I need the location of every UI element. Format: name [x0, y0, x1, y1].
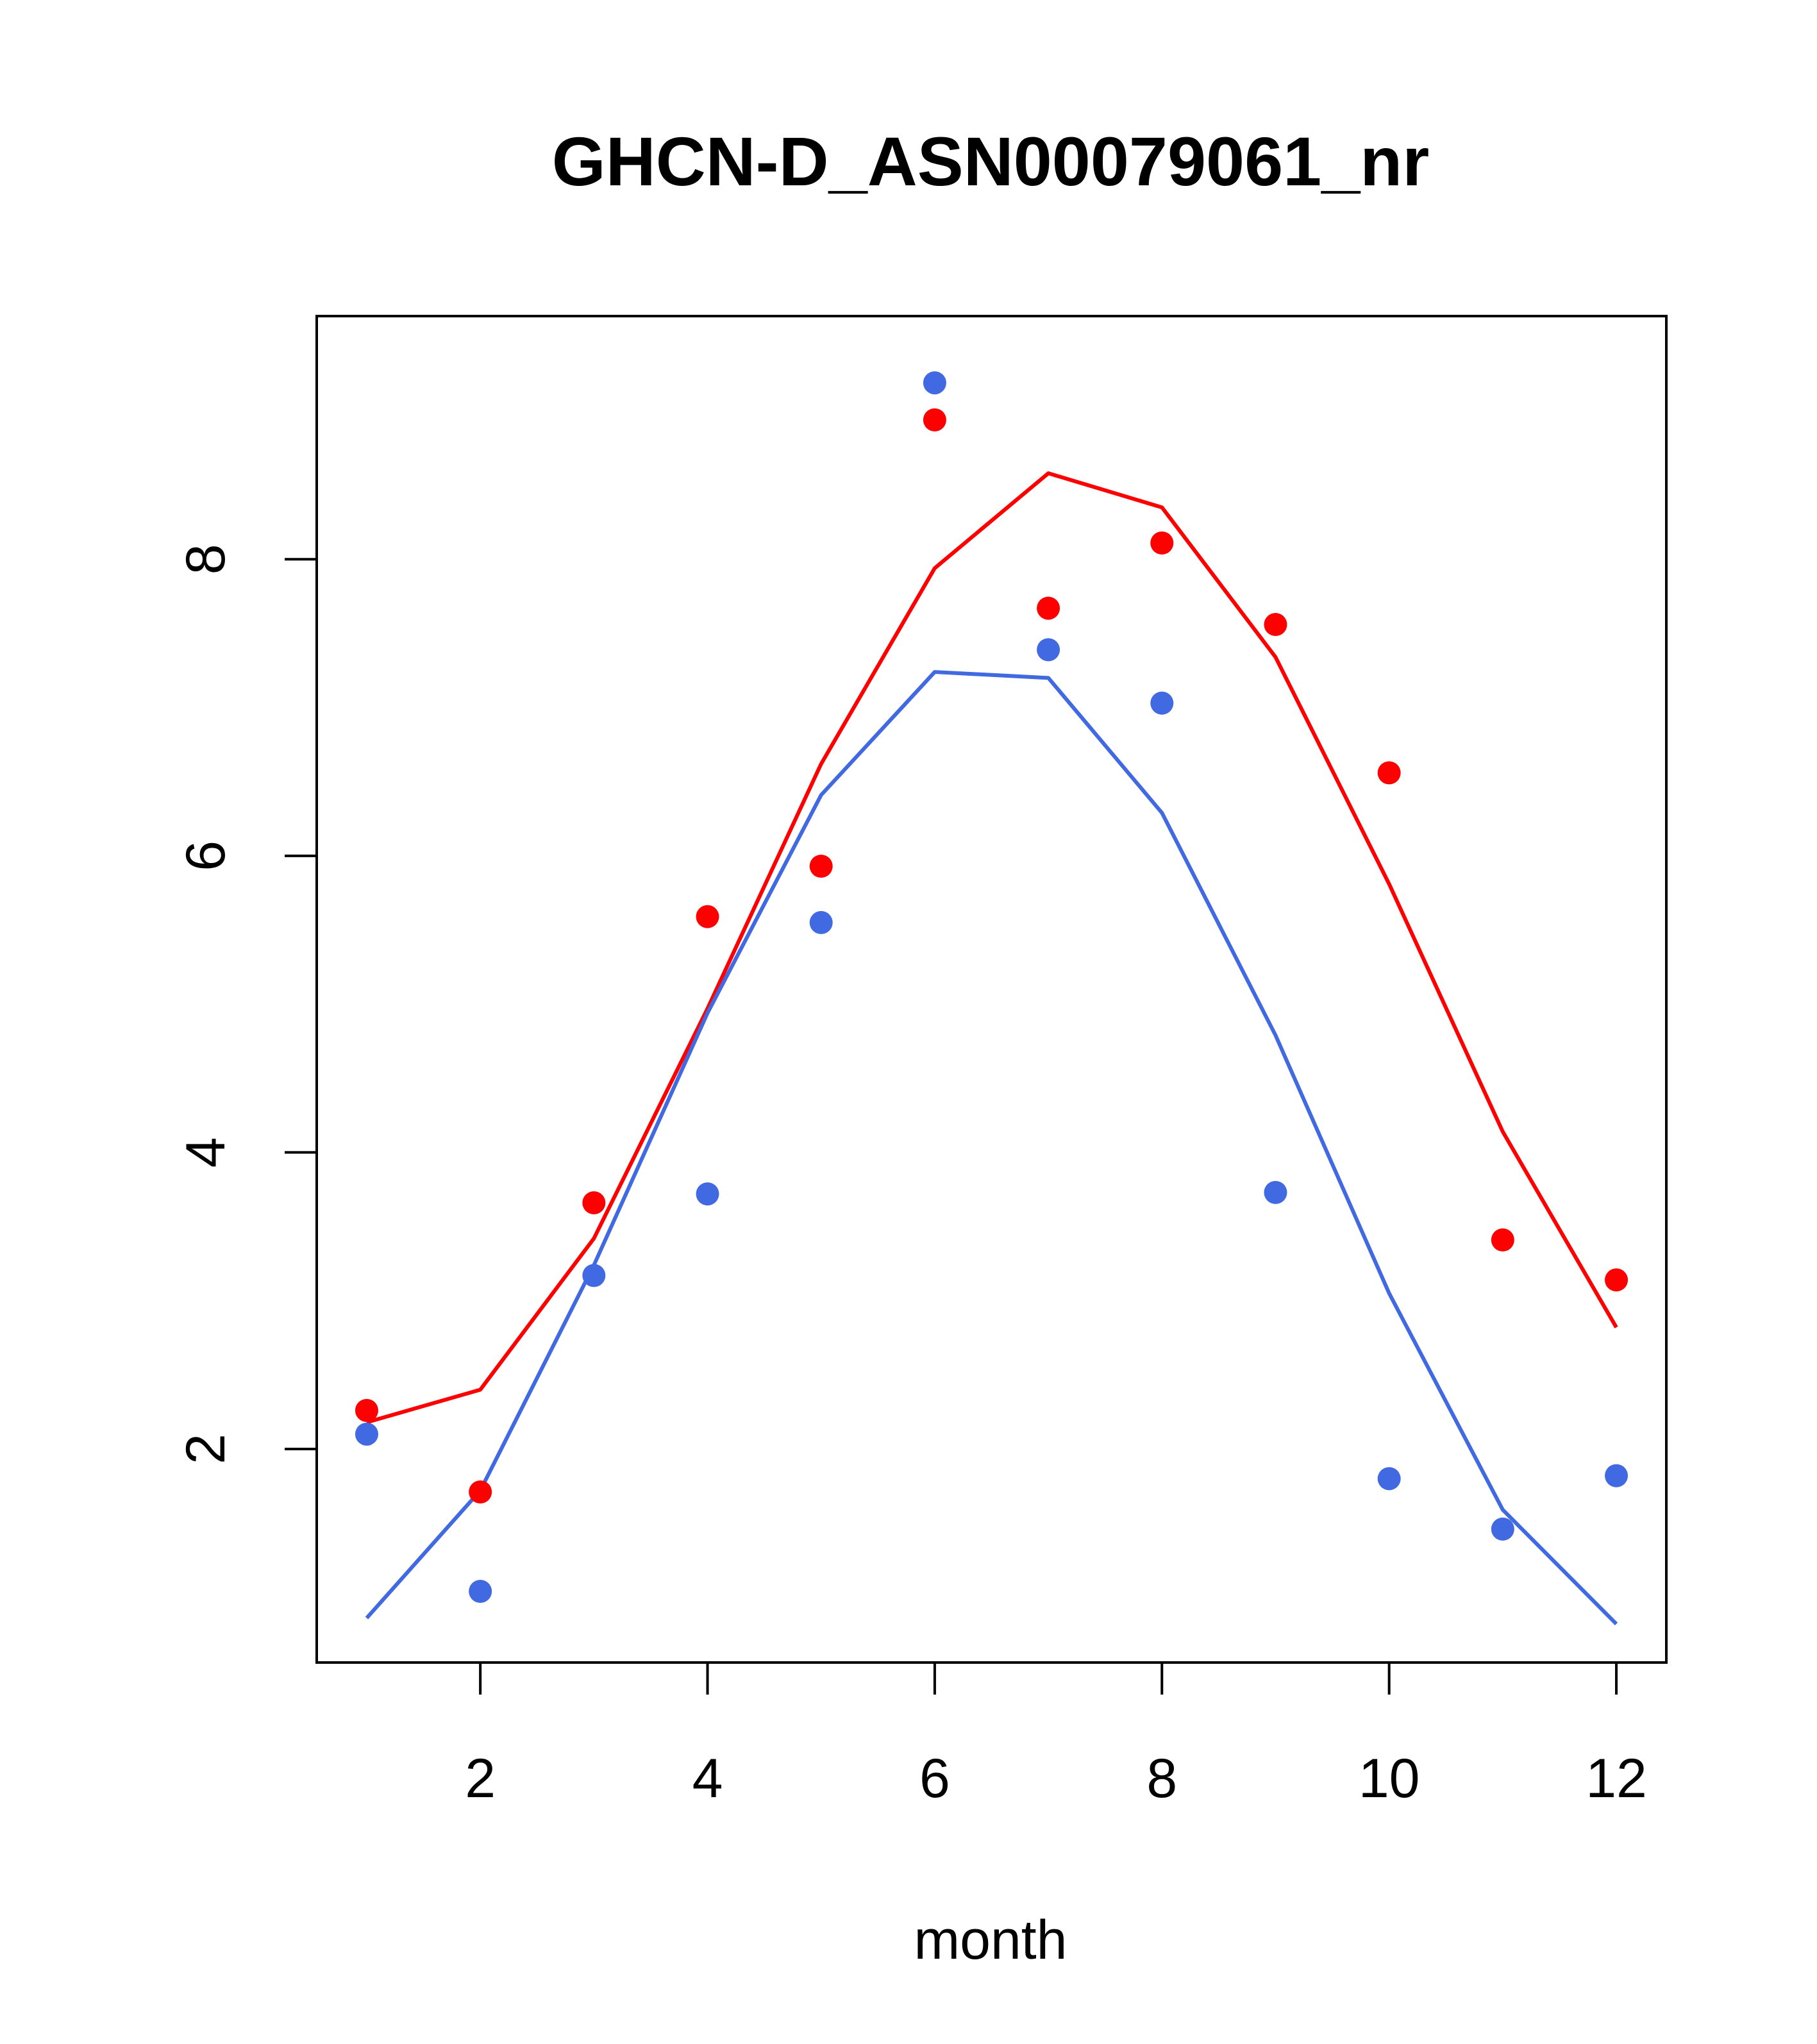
series-1-point-5 [809, 855, 833, 878]
series-1-point-2 [469, 1480, 492, 1504]
series-2-line [365, 670, 1618, 1625]
series-2-point-4 [696, 1182, 719, 1206]
series-2-point-3 [582, 1264, 606, 1287]
series-points [355, 371, 1629, 1603]
series-1-line [366, 471, 1618, 1425]
series-2-point-10 [1377, 1467, 1401, 1491]
x-tick-label-12: 12 [1586, 1748, 1647, 1809]
x-tick-label-8: 8 [1146, 1748, 1177, 1809]
series-1-point-1 [355, 1398, 378, 1422]
x-axis: 2 4 6 8 10 12 [465, 1663, 1647, 1809]
x-tick-label-2: 2 [465, 1748, 496, 1809]
series-2-point-12 [1605, 1464, 1629, 1487]
series-1-point-11 [1491, 1228, 1514, 1252]
series-2-point-5 [809, 910, 833, 934]
series-2-point-7 [1037, 638, 1060, 662]
series-1-point-7 [1037, 596, 1060, 620]
plot-frame [315, 315, 1668, 1664]
series-1-point-6 [923, 408, 946, 431]
series-2-point-9 [1264, 1180, 1287, 1204]
series-1-point-12 [1605, 1268, 1629, 1292]
series-1-point-8 [1150, 531, 1174, 555]
series-lines [365, 471, 1618, 1625]
y-tick-label-6: 6 [175, 841, 237, 871]
x-tick-label-10: 10 [1359, 1748, 1420, 1809]
y-tick-label-8: 8 [175, 544, 237, 574]
y-axis: 2 4 6 8 [175, 544, 317, 1464]
series-2-point-8 [1150, 691, 1174, 715]
series-1-point-9 [1264, 613, 1287, 637]
x-tick-label-6: 6 [919, 1748, 950, 1809]
series-1-point-4 [696, 905, 719, 928]
x-tick-label-4: 4 [692, 1748, 723, 1809]
x-axis-label: month [914, 1909, 1067, 1971]
series-2-point-2 [469, 1579, 492, 1603]
chart-title: GHCN-D_ASN00079061_nr [552, 122, 1430, 200]
y-tick-label-4: 4 [175, 1137, 237, 1168]
series-2-point-6 [923, 371, 946, 395]
series-2-point-1 [355, 1422, 378, 1446]
y-tick-label-2: 2 [175, 1434, 237, 1464]
series-1-point-10 [1377, 761, 1401, 785]
series-2-point-11 [1491, 1517, 1514, 1541]
series-1-point-3 [582, 1191, 606, 1215]
